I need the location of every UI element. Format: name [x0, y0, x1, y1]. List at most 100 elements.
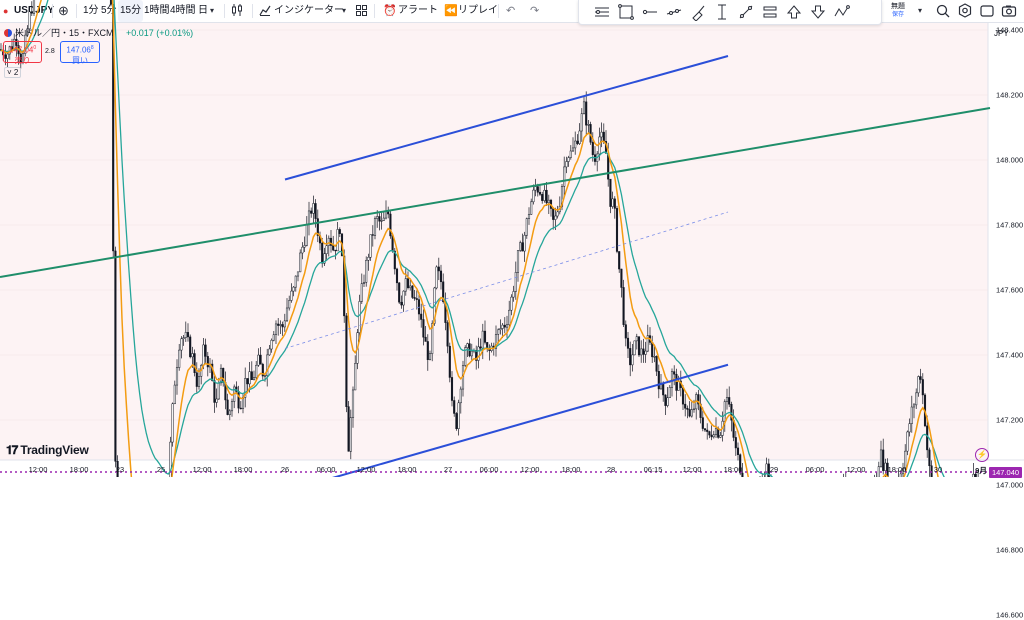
- interval-1m[interactable]: 1分: [83, 5, 99, 16]
- interval-1h[interactable]: 1時間: [144, 5, 170, 16]
- chevron-down-icon[interactable]: ▾: [210, 6, 215, 15]
- chevron-down-icon[interactable]: ▾: [342, 6, 347, 15]
- candle-body: [279, 324, 282, 326]
- template-button[interactable]: 無題 保存: [880, 2, 916, 20]
- replay-icon[interactable]: ⏪: [444, 5, 458, 17]
- time-tick: 12:00: [520, 465, 540, 474]
- candle-body: [360, 283, 363, 302]
- symbol-legend[interactable]: 米ドル／円・15・FXCM +0.017 (+0.01%): [4, 27, 193, 39]
- candle-body: [728, 397, 731, 405]
- candle-body: [525, 218, 528, 236]
- time-tick: 06:00: [316, 465, 336, 474]
- rectangle-icon[interactable]: [617, 3, 635, 21]
- tradingview-logo[interactable]: 𝟏𝟕 TradingView: [6, 443, 89, 458]
- brush-icon[interactable]: [689, 3, 707, 21]
- arrow-up-icon[interactable]: [785, 3, 803, 21]
- candle-body: [906, 431, 909, 452]
- drawing-toolbar: [578, 0, 882, 25]
- price-chart[interactable]: [0, 0, 1024, 477]
- buy-button[interactable]: 147.068 買い: [60, 41, 100, 65]
- candle-body: [455, 413, 458, 429]
- candle-body: [382, 217, 385, 221]
- parallel-channel-icon[interactable]: [761, 3, 779, 21]
- candle-body: [765, 463, 768, 477]
- interval-1d[interactable]: 日: [198, 5, 208, 16]
- candle-body: [739, 454, 742, 474]
- arrow-down-icon[interactable]: [809, 3, 827, 21]
- interval-4h[interactable]: 4時間: [170, 5, 196, 16]
- interval-5m[interactable]: 5分: [101, 5, 117, 16]
- interval-15m[interactable]: 15分: [118, 0, 144, 22]
- candle-body: [688, 409, 691, 417]
- collapse-indicators-button[interactable]: ˅ 2: [4, 67, 22, 78]
- price-tick: 148.400: [996, 25, 1024, 35]
- candle-body: [244, 378, 247, 398]
- candle-body: [626, 337, 630, 349]
- exchange-flag-icon: [4, 29, 12, 37]
- candle-body: [459, 388, 462, 404]
- price-change: +0.017 (+0.01%): [126, 28, 194, 38]
- redo-icon[interactable]: ↷: [530, 5, 540, 17]
- price-axis-background: [988, 23, 1024, 460]
- candle-body: [299, 252, 302, 273]
- candle-body: [884, 462, 887, 471]
- candle-body: [486, 342, 489, 349]
- price-tick: 147.800: [996, 220, 1024, 230]
- ray-icon[interactable]: [737, 3, 755, 21]
- chevron-down-icon[interactable]: ▾: [918, 6, 923, 15]
- indicators-button[interactable]: インジケーター: [274, 5, 344, 16]
- channel-mid-line: [284, 211, 729, 349]
- candle-body: [554, 215, 557, 220]
- candle-body: [635, 336, 638, 342]
- candle-body: [552, 208, 555, 220]
- candle-body: [703, 428, 707, 431]
- divider: [252, 4, 253, 18]
- horizontal-ray-icon[interactable]: [641, 3, 659, 21]
- vertical-line-icon[interactable]: [713, 3, 731, 21]
- zigzag-icon[interactable]: [833, 3, 851, 21]
- search-icon[interactable]: [934, 2, 952, 20]
- candle-body: [563, 166, 566, 187]
- horizontal-lines-icon[interactable]: [593, 3, 611, 21]
- candle-body: [173, 384, 176, 404]
- indicators-icon[interactable]: [259, 0, 271, 22]
- candle-body: [30, 11, 33, 14]
- tradingview-logo-text: TradingView: [20, 443, 89, 457]
- candle-body: [439, 270, 443, 283]
- sell-button[interactable]: 147.040 売り: [3, 41, 42, 65]
- candle-body: [312, 203, 315, 214]
- fullscreen-icon[interactable]: [978, 2, 996, 20]
- candle-body: [32, 0, 36, 14]
- trend-line-icon[interactable]: [665, 3, 683, 21]
- undo-icon[interactable]: ↶: [506, 5, 516, 17]
- candle-body: [325, 245, 328, 255]
- currency-label[interactable]: JPY: [994, 29, 1009, 38]
- candle-body: [184, 332, 187, 338]
- candle-body: [972, 473, 975, 477]
- settings-icon[interactable]: [956, 2, 974, 20]
- layout-icon[interactable]: [356, 0, 367, 22]
- candle-body: [899, 473, 902, 477]
- candle-body: [470, 350, 473, 357]
- candle-body: [114, 250, 117, 462]
- candle-body: [380, 220, 383, 222]
- lightning-icon[interactable]: ⚡: [975, 448, 989, 462]
- plus-circle-icon[interactable]: ⊕: [58, 3, 69, 18]
- candle-body: [354, 363, 357, 391]
- long-trend-line: [0, 107, 991, 278]
- candle-body: [523, 234, 526, 252]
- candle-body: [255, 364, 258, 378]
- camera-icon[interactable]: [1000, 2, 1018, 20]
- candle-body: [483, 330, 487, 343]
- candles-icon[interactable]: [231, 0, 243, 22]
- candle-body: [618, 251, 621, 270]
- candle-body: [477, 346, 480, 361]
- candle-body: [736, 447, 740, 455]
- alert-icon[interactable]: ⏰: [383, 5, 397, 17]
- candle-body: [904, 450, 907, 469]
- candle-body: [301, 246, 304, 254]
- alert-button[interactable]: アラート: [398, 5, 438, 16]
- candle-body: [673, 371, 676, 375]
- candle-body: [974, 473, 977, 477]
- replay-button[interactable]: リプレイ: [458, 5, 498, 16]
